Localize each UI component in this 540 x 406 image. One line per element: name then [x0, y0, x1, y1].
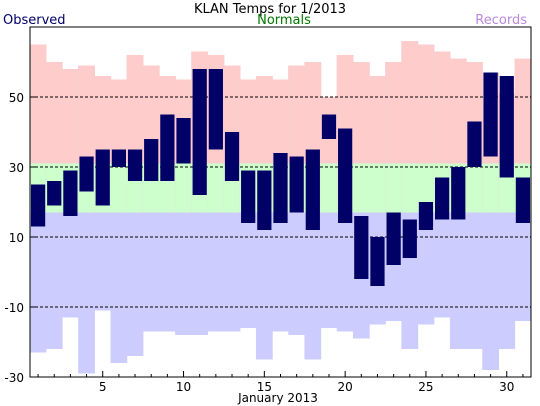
observed-bar-day-31: [515, 177, 531, 223]
x-tick-label-5: 5: [99, 380, 107, 394]
observed-bar-day-8: [144, 139, 159, 181]
observed-bar-day-18: [305, 149, 320, 230]
legend-normals: Normals: [257, 13, 311, 28]
observed-bar-day-27: [451, 167, 466, 220]
x-tick-label-20: 20: [338, 380, 353, 394]
observed-bar-day-24: [402, 219, 417, 258]
x-tick-label-30: 30: [499, 380, 514, 394]
normal-range-bar-day-24: [401, 163, 419, 213]
normal-range-bar-day-22: [369, 163, 386, 213]
normal-range-bar-day-12: [207, 163, 225, 213]
normal-range-bar-day-29: [482, 163, 499, 213]
x-tick-label-10: 10: [176, 380, 191, 394]
observed-bar-day-28: [467, 121, 482, 167]
legend-observed: Observed: [3, 13, 66, 28]
y-tick-label-50: 50: [9, 91, 24, 105]
y-tick-label--10: -10: [4, 301, 24, 315]
y-tick-label-30: 30: [9, 161, 24, 175]
y-axis: -30 -10 10 30 50: [4, 91, 35, 385]
observed-bar-day-12: [208, 69, 223, 150]
normal-range-bar-day-19: [320, 163, 338, 213]
observed-bar-day-9: [160, 114, 175, 181]
observed-bar-day-16: [273, 153, 288, 223]
observed-bar-day-10: [176, 118, 191, 164]
normal-range-bar-day-6: [110, 163, 128, 213]
observed-bar-day-21: [354, 216, 369, 279]
observed-bar-day-17: [289, 156, 304, 213]
observed-bar-day-4: [79, 156, 94, 192]
normal-range-bar-day-25: [417, 163, 435, 213]
observed-bar-day-13: [224, 132, 240, 181]
observed-bar-day-11: [192, 69, 207, 195]
observed-bar-day-20: [338, 128, 353, 223]
x-tick-label-25: 25: [418, 380, 433, 394]
observed-bar-day-15: [257, 170, 272, 230]
x-tick-label-15: 15: [257, 380, 272, 394]
normal-range-bar-day-21: [352, 163, 370, 213]
x-axis: 5 10 15 20 25 30: [37, 371, 524, 394]
observed-bar-day-22: [370, 237, 385, 286]
chart-title: KLAN Temps for 1/2013: [194, 2, 346, 17]
observed-bars-layer: [30, 69, 531, 286]
observed-bar-day-14: [241, 170, 256, 223]
observed-bar-day-23: [386, 212, 401, 265]
observed-bar-day-3: [63, 170, 78, 216]
y-tick-label-10: 10: [9, 231, 24, 245]
observed-bar-day-30: [499, 76, 514, 178]
normal-range-bar-day-10: [175, 163, 192, 213]
observed-bar-day-2: [47, 181, 62, 206]
observed-bar-day-29: [483, 72, 498, 157]
observed-bar-day-6: [111, 149, 126, 167]
observed-bar-day-25: [418, 202, 434, 230]
observed-bar-day-19: [321, 114, 337, 139]
observed-bar-day-26: [435, 177, 450, 220]
observed-bar-day-5: [95, 149, 110, 206]
observed-bar-day-7: [127, 149, 143, 181]
normal-range-bar-day-28: [466, 163, 483, 213]
observed-bar-day-1: [30, 184, 46, 227]
y-tick-label--30: -30: [4, 371, 24, 385]
x-axis-label: January 2013: [237, 391, 318, 405]
normal-range-bar-day-23: [385, 163, 403, 213]
legend-records: Records: [475, 13, 527, 28]
